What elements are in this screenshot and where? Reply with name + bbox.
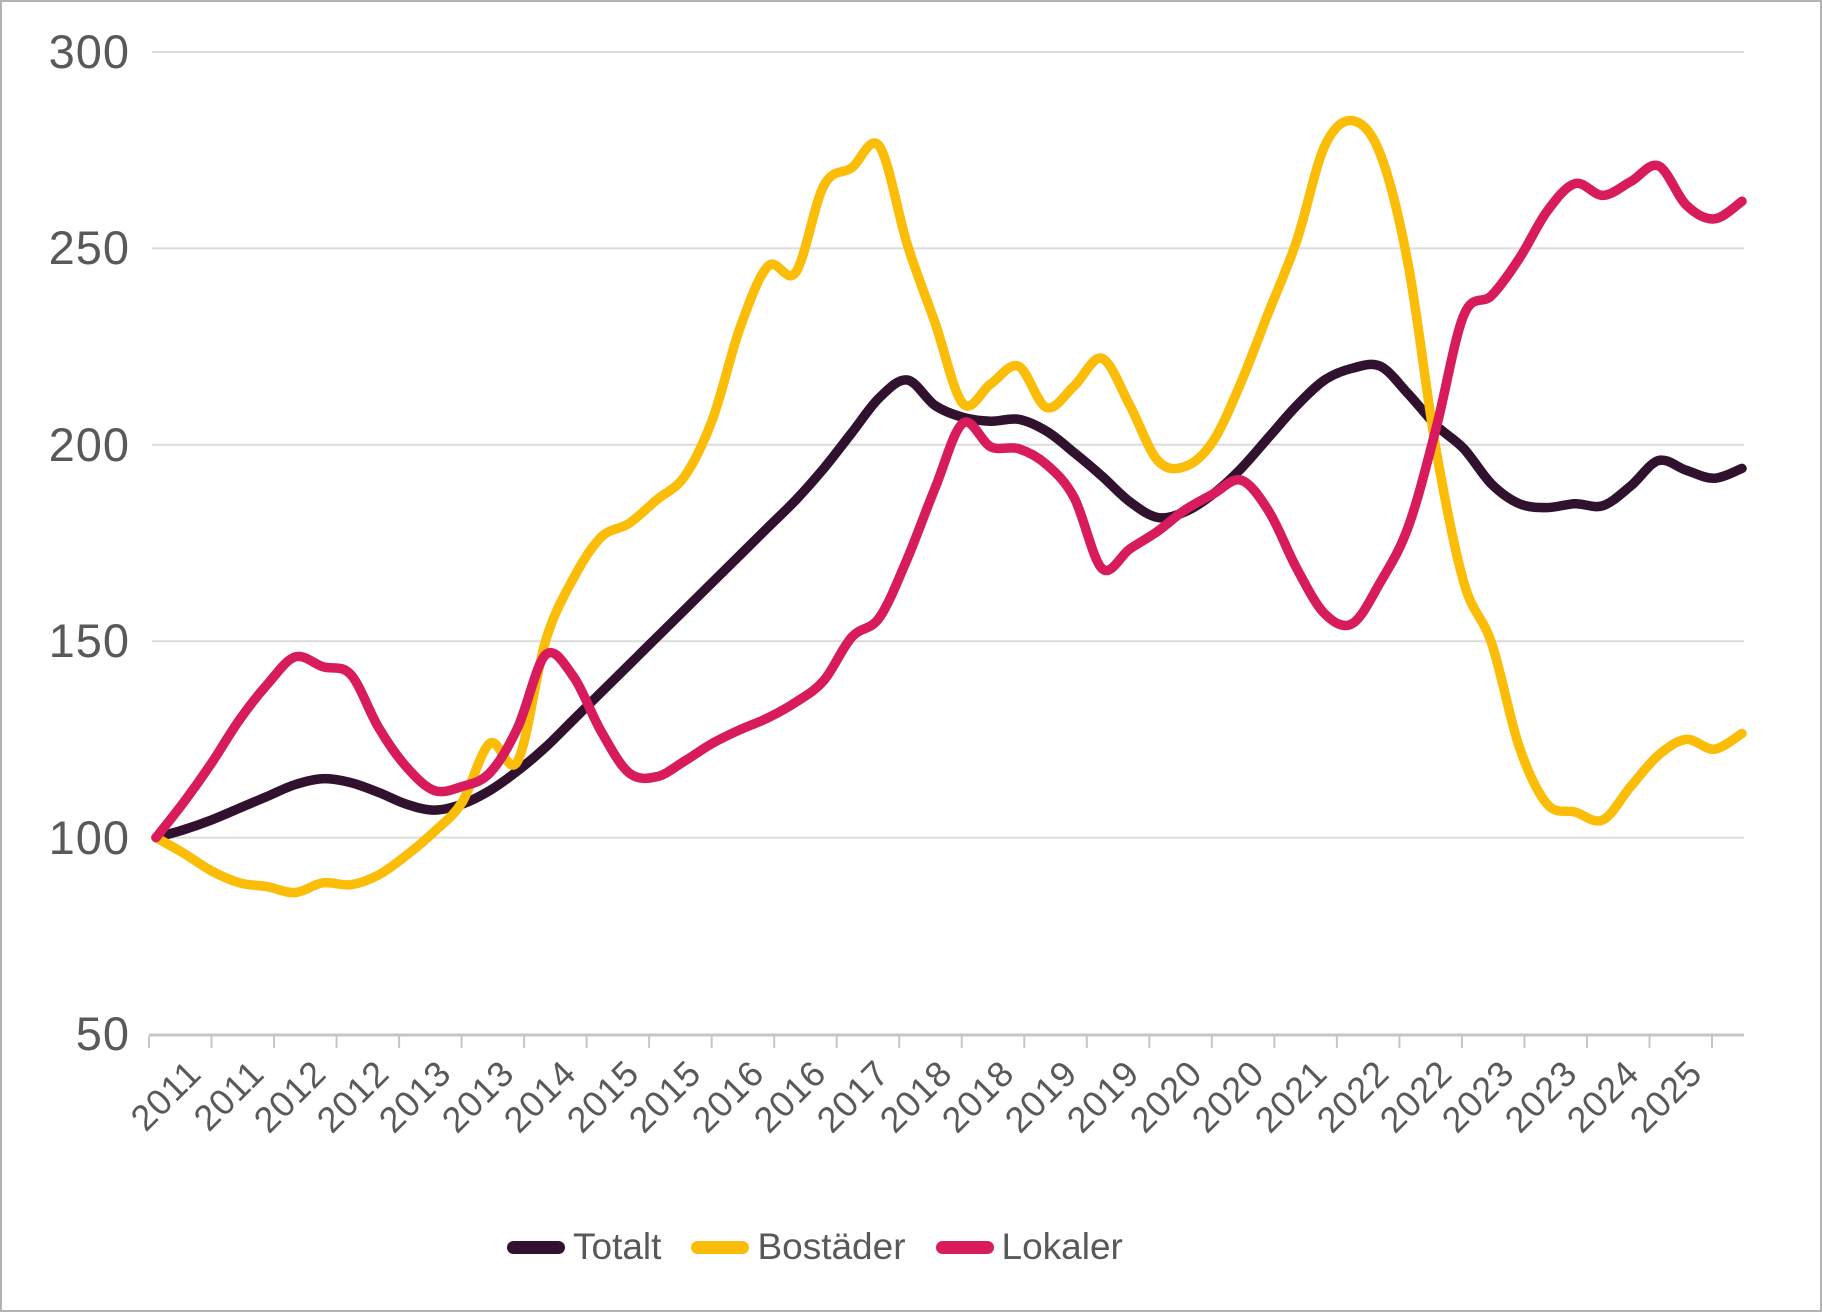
y-axis-label: 100 xyxy=(48,810,130,864)
legend-item-label: Lokaler xyxy=(1001,1226,1123,1267)
y-axis-label: 200 xyxy=(48,417,130,471)
legend-swatch-bostader xyxy=(691,1240,750,1254)
legend-item-totalt: Totalt xyxy=(507,1226,661,1268)
y-axis-label: 250 xyxy=(48,221,130,275)
legend-swatch-lokaler xyxy=(935,1240,994,1254)
legend-item-label: Bostäder xyxy=(757,1226,906,1267)
y-axis-label: 300 xyxy=(48,25,130,78)
series-line-totalt xyxy=(151,359,1747,843)
legend-item-bostader: Bostäder xyxy=(691,1226,906,1268)
legend: Totalt Bostäder Lokaler xyxy=(507,1224,1123,1270)
series-line-bostäder xyxy=(151,115,1747,898)
legend-swatch-totalt xyxy=(507,1240,565,1254)
y-axis-label: 150 xyxy=(48,614,130,668)
y-axis-label: 50 xyxy=(75,1007,130,1060)
legend-item-label: Totalt xyxy=(573,1226,662,1267)
series-line-lokaler xyxy=(151,160,1747,843)
legend-item-lokaler: Lokaler xyxy=(935,1226,1123,1268)
